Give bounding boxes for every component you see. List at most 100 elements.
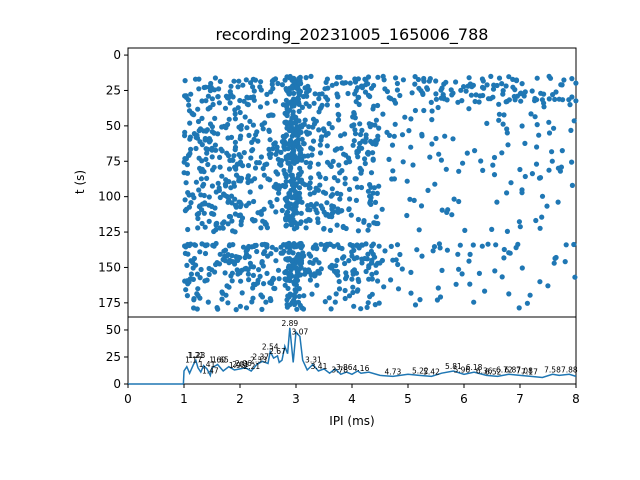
raster-point [278, 250, 284, 256]
raster-point [203, 84, 209, 90]
peak-label: 6.72 [496, 365, 513, 374]
raster-point [355, 228, 361, 234]
raster-point [522, 89, 528, 95]
raster-point [182, 208, 188, 214]
raster-point [561, 77, 567, 83]
bottom-x-tick-label: 8 [572, 392, 580, 406]
raster-point [500, 91, 506, 97]
raster-point [418, 203, 425, 209]
raster-point [482, 288, 488, 294]
raster-point [284, 125, 290, 131]
raster-point [369, 243, 375, 249]
raster-point [335, 117, 342, 123]
raster-point [449, 92, 455, 98]
raster-point [253, 132, 259, 138]
raster-point [285, 264, 292, 271]
raster-point [213, 261, 219, 268]
raster-point [246, 254, 252, 260]
raster-point [197, 275, 203, 281]
raster-point [368, 248, 374, 254]
raster-point [303, 75, 309, 81]
raster-point [373, 117, 379, 123]
raster-point [534, 75, 540, 81]
raster-points [181, 73, 579, 313]
raster-point [288, 127, 294, 134]
raster-point [299, 305, 305, 311]
raster-point [505, 142, 511, 148]
raster-point [348, 212, 354, 218]
raster-point [534, 122, 540, 128]
peak-label: 2.01 [232, 360, 249, 369]
raster-point [185, 241, 191, 248]
raster-point [259, 122, 265, 128]
raster-point [402, 114, 408, 120]
raster-point [227, 89, 233, 95]
raster-point [350, 284, 356, 290]
raster-point [294, 306, 300, 312]
raster-point [281, 135, 287, 141]
raster-point [519, 265, 525, 271]
raster-point [332, 147, 338, 153]
raster-point [430, 248, 436, 254]
raster-point [288, 164, 294, 170]
raster-point [371, 103, 377, 109]
raster-point [249, 139, 255, 145]
raster-point [199, 220, 205, 227]
peak-label: 2.06 [235, 359, 252, 368]
raster-point [203, 156, 209, 162]
raster-point [488, 73, 494, 79]
raster-point [321, 128, 327, 134]
raster-point [242, 266, 248, 272]
raster-point [258, 292, 264, 298]
raster-point [329, 186, 335, 192]
raster-point [238, 201, 244, 207]
raster-point [569, 159, 575, 165]
raster-point [473, 92, 479, 98]
raster-point [267, 154, 273, 160]
raster-point [288, 172, 294, 178]
raster-point [250, 285, 256, 291]
raster-point [282, 119, 288, 125]
raster-point [485, 241, 491, 247]
raster-point [188, 146, 194, 152]
raster-point [274, 144, 280, 150]
raster-point [187, 120, 193, 126]
raster-point [196, 210, 202, 217]
raster-point [276, 190, 282, 196]
raster-point [376, 243, 382, 249]
raster-point [234, 161, 240, 167]
raster-point [297, 272, 303, 278]
raster-point [476, 270, 482, 276]
raster-point [190, 276, 196, 282]
raster-point [346, 293, 353, 299]
raster-point [375, 74, 381, 80]
raster-point [518, 90, 524, 96]
raster-point [229, 270, 235, 276]
raster-point [499, 274, 505, 280]
raster-point [357, 121, 363, 127]
raster-point [381, 77, 387, 83]
raster-point [298, 210, 304, 216]
peak-label: 2.67 [269, 347, 286, 356]
raster-point [287, 249, 293, 255]
peak-label: 7.08 [516, 366, 533, 375]
raster-point [199, 98, 205, 104]
peak-label: 5.42 [423, 367, 440, 376]
raster-point [222, 247, 229, 253]
raster-point [573, 80, 579, 86]
raster-point [286, 75, 292, 81]
raster-point [450, 136, 456, 142]
raster-point [395, 261, 401, 268]
raster-point [364, 304, 370, 310]
raster-point [361, 218, 367, 224]
raster-point [283, 211, 290, 217]
raster-point [516, 219, 523, 225]
raster-point [196, 86, 202, 92]
raster-point [359, 145, 365, 151]
raster-point [393, 75, 399, 81]
peak-label: 5.96 [453, 365, 470, 374]
peak-label: 3.31 [305, 356, 322, 365]
raster-point [322, 299, 328, 305]
peak-label: 1.65 [212, 356, 229, 365]
raster-point [453, 79, 459, 85]
